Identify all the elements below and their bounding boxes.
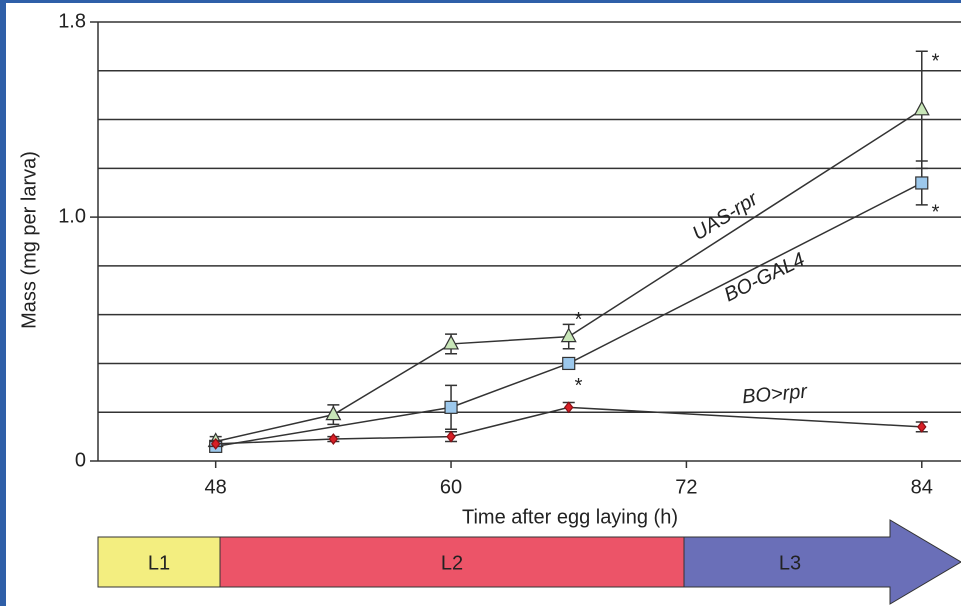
y-axis-label: Mass (mg per larva) <box>18 151 40 329</box>
marker <box>210 437 221 450</box>
x-tick-label: 84 <box>911 476 933 498</box>
frame-top <box>0 0 961 3</box>
marker <box>444 400 458 414</box>
marker <box>915 176 929 190</box>
series-label: BO-GAL4 <box>721 249 809 307</box>
marker <box>913 100 930 116</box>
y-tick-label: 1.0 <box>58 205 86 227</box>
y-tick-label: 1.8 <box>58 10 86 32</box>
stage-label: L2 <box>441 552 463 574</box>
x-axis-label: Time after egg laying (h) <box>462 506 678 528</box>
stage-bar <box>97 536 221 588</box>
significance-star: * <box>932 202 940 224</box>
y-tick-label: 0 <box>75 449 86 471</box>
stage-label: L3 <box>779 552 801 574</box>
marker <box>443 334 460 350</box>
x-tick-label: 60 <box>440 476 462 498</box>
significance-star: * <box>932 50 940 72</box>
stage-bar <box>219 536 685 588</box>
marker <box>562 356 576 371</box>
stage-label: L1 <box>148 552 170 574</box>
frame-left <box>0 0 6 606</box>
stage-arrow <box>683 519 961 605</box>
series-label: BO>rpr <box>741 381 809 409</box>
series-line <box>215 182 923 448</box>
significance-star: * <box>575 309 583 331</box>
marker <box>917 420 927 433</box>
series-line <box>215 109 923 443</box>
marker <box>446 430 456 443</box>
significance-star: * <box>575 375 583 397</box>
marker <box>325 405 342 421</box>
marker <box>328 433 339 446</box>
x-tick-label: 48 <box>205 476 227 498</box>
marker <box>563 401 574 414</box>
x-tick-label: 72 <box>675 476 697 498</box>
marker <box>560 327 577 343</box>
